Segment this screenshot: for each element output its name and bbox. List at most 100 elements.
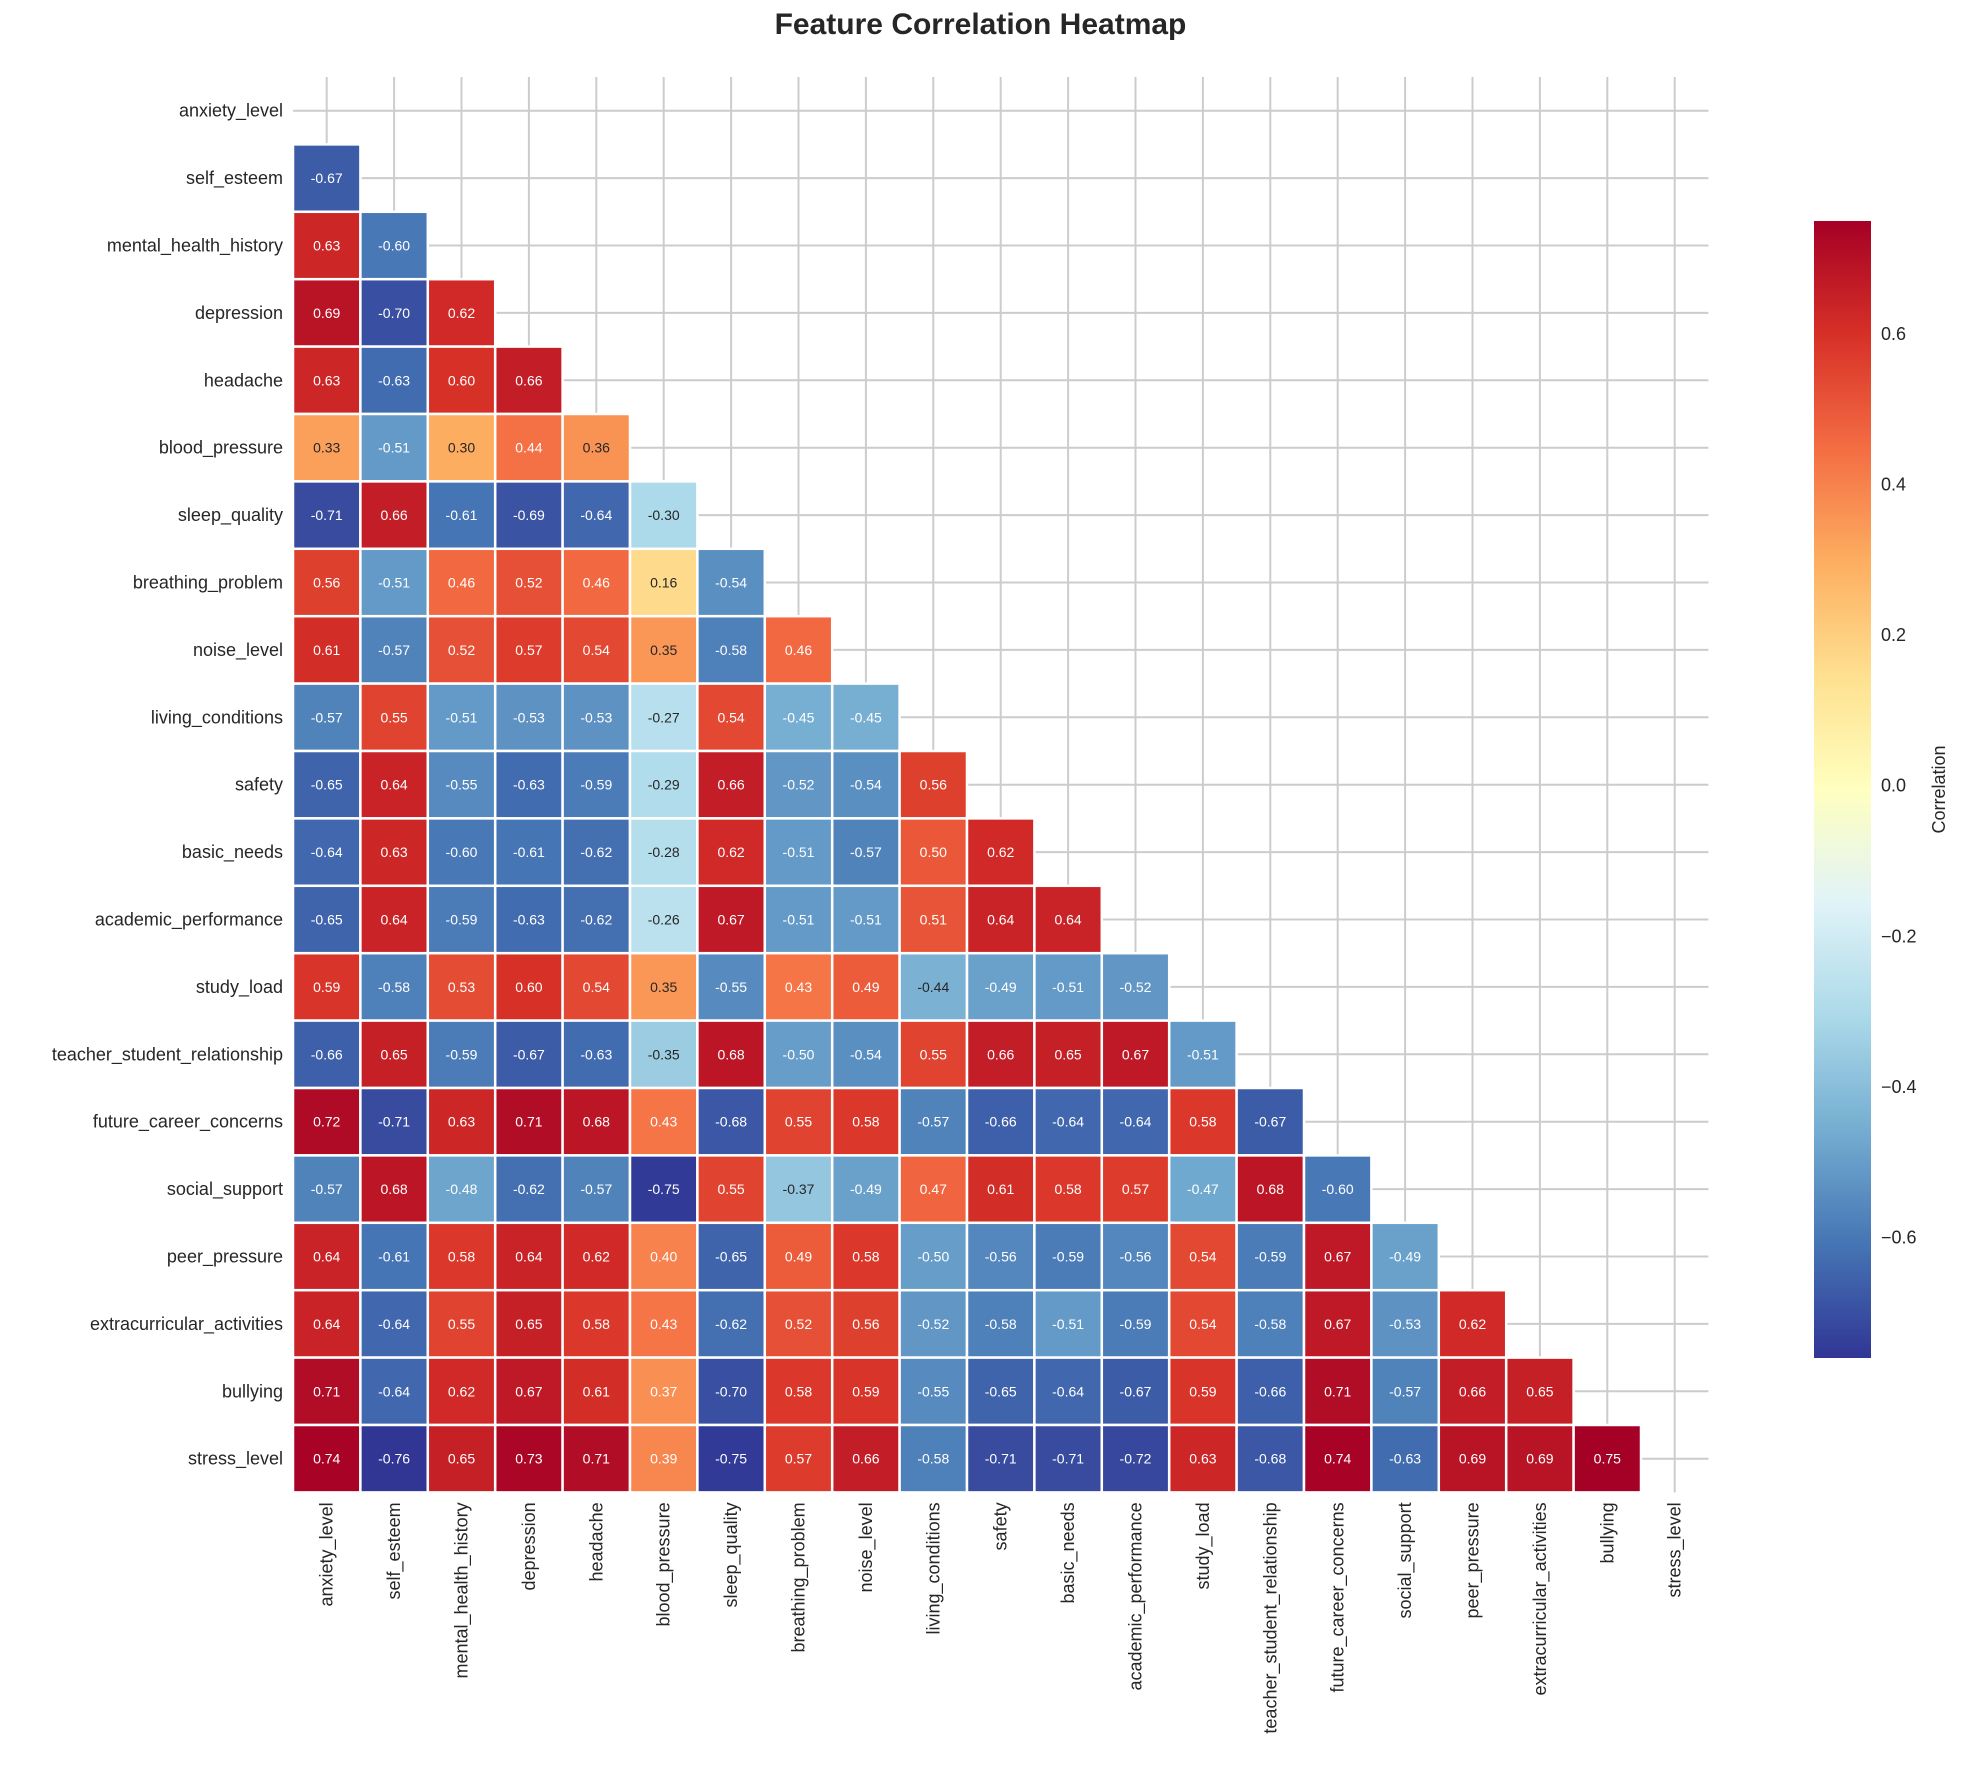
cell-value-label: -0.62 <box>513 1181 545 1197</box>
cell-value-label: 0.66 <box>717 777 744 793</box>
cell-value-label: -0.63 <box>1389 1451 1421 1467</box>
cell-value-label: 0.50 <box>920 844 947 860</box>
cell-value-label: -0.58 <box>917 1451 949 1467</box>
cell-value-label: 0.58 <box>1054 1181 1081 1197</box>
cell-value-label: 0.69 <box>313 305 340 321</box>
y-tick-label: bullying <box>222 1381 283 1401</box>
cell-value-label: -0.67 <box>1120 1383 1152 1399</box>
cell-value-label: -0.65 <box>985 1383 1017 1399</box>
heatmap-cell <box>628 1154 699 1225</box>
y-tick-label: basic_needs <box>182 842 283 863</box>
heatmap-cell <box>1235 1288 1306 1359</box>
heatmap-cell <box>696 1423 767 1494</box>
heatmap-cell <box>359 210 430 281</box>
cell-value-label: -0.76 <box>378 1451 410 1467</box>
heatmap-cell <box>696 682 767 753</box>
heatmap-cell <box>628 480 699 551</box>
cell-value-label: 0.59 <box>852 1383 879 1399</box>
heatmap-cell <box>493 817 564 888</box>
heatmap-cell <box>965 1423 1036 1494</box>
heatmap-cell <box>628 1221 699 1292</box>
heatmap-cell <box>1167 1221 1238 1292</box>
cell-value-label: -0.67 <box>311 170 343 186</box>
colorbar-tick-label: −0.2 <box>1881 926 1917 946</box>
heatmap-cell <box>898 1356 969 1427</box>
cell-value-label: 0.59 <box>313 979 340 995</box>
heatmap-cell <box>628 1423 699 1494</box>
y-tick-label: social_support <box>167 1179 283 1200</box>
cell-value-label: 0.74 <box>1324 1451 1351 1467</box>
cell-value-label: 0.67 <box>1324 1316 1351 1332</box>
heatmap-cell <box>426 1423 497 1494</box>
y-tick-label: anxiety_level <box>179 101 283 122</box>
cell-value-label: -0.64 <box>1052 1114 1084 1130</box>
cell-value-label: -0.57 <box>917 1114 949 1130</box>
heatmap-cell <box>696 1019 767 1090</box>
cell-value-label: -0.56 <box>985 1249 1017 1265</box>
cell-value-label: 0.65 <box>380 1046 407 1062</box>
chart-title: Feature Correlation Heatmap <box>774 8 1187 41</box>
cell-value-label: -0.67 <box>513 1046 545 1062</box>
cell-value-label: 0.49 <box>852 979 879 995</box>
cell-value-label: -0.70 <box>378 305 410 321</box>
y-tick-label: safety <box>235 775 283 795</box>
heatmap-cell <box>763 1221 834 1292</box>
heatmap-cell <box>898 817 969 888</box>
cell-value-label: -0.59 <box>446 912 478 928</box>
cell-value-label: -0.59 <box>1120 1316 1152 1332</box>
cell-value-label: -0.64 <box>580 507 612 523</box>
x-tick-label: breathing_problem <box>789 1502 810 1652</box>
heatmap-cell <box>1033 1221 1104 1292</box>
cell-value-label: -0.62 <box>580 844 612 860</box>
y-tick-label: sleep_quality <box>178 505 283 526</box>
cell-value-label: 0.43 <box>650 1316 677 1332</box>
heatmap-cell <box>1302 1288 1373 1359</box>
heatmap-cell <box>291 277 362 348</box>
heatmap-cell <box>291 1423 362 1494</box>
x-tick-label: headache <box>586 1502 606 1581</box>
cell-value-label: 0.16 <box>650 575 677 591</box>
heatmap-cell <box>1167 1423 1238 1494</box>
heatmap-cell <box>1235 1423 1306 1494</box>
cell-value-label: -0.66 <box>311 1046 343 1062</box>
x-tick-label: teacher_student_relationship <box>1260 1502 1281 1733</box>
cell-value-label: 0.62 <box>987 844 1014 860</box>
heatmap-cell <box>291 884 362 955</box>
cell-value-label: -0.45 <box>783 709 815 725</box>
cell-value-label: -0.51 <box>783 912 815 928</box>
cell-value-label: 0.66 <box>380 507 407 523</box>
cell-value-label: 0.63 <box>313 238 340 254</box>
heatmap-cell <box>493 614 564 685</box>
x-tick-label: anxiety_level <box>317 1502 338 1606</box>
cell-value-label: 0.36 <box>583 440 610 456</box>
heatmap-cell <box>291 1086 362 1157</box>
x-tick-label: mental_health_history <box>452 1502 473 1678</box>
y-tick-label: stress_level <box>188 1449 283 1470</box>
cell-value-label: 0.57 <box>515 642 542 658</box>
heatmap-cell <box>291 547 362 618</box>
cell-value-label: -0.61 <box>446 507 478 523</box>
x-tick-label: depression <box>519 1502 539 1590</box>
y-tick-label: breathing_problem <box>133 573 283 594</box>
cell-value-label: 0.53 <box>448 979 475 995</box>
heatmap-cell <box>763 614 834 685</box>
cell-value-label: 0.68 <box>1257 1181 1284 1197</box>
cell-value-label: 0.68 <box>380 1181 407 1197</box>
cell-value-label: 0.58 <box>583 1316 610 1332</box>
heatmap-cell <box>1504 1423 1575 1494</box>
cell-value-label: 0.56 <box>920 777 947 793</box>
cell-value-label: 0.57 <box>1122 1181 1149 1197</box>
cell-value-label: -0.61 <box>513 844 545 860</box>
x-tick-label: blood_pressure <box>654 1502 675 1626</box>
heatmap-cell <box>898 951 969 1022</box>
cell-value-label: -0.64 <box>1120 1114 1152 1130</box>
cell-value-label: 0.58 <box>852 1249 879 1265</box>
cell-value-label: -0.58 <box>985 1316 1017 1332</box>
cell-value-label: -0.55 <box>446 777 478 793</box>
cell-value-label: -0.69 <box>513 507 545 523</box>
cell-value-label: -0.56 <box>1120 1249 1152 1265</box>
heatmap-cell <box>1167 1086 1238 1157</box>
cell-value-label: -0.68 <box>715 1114 747 1130</box>
heatmap-cell <box>561 682 632 753</box>
cell-value-label: -0.75 <box>715 1451 747 1467</box>
